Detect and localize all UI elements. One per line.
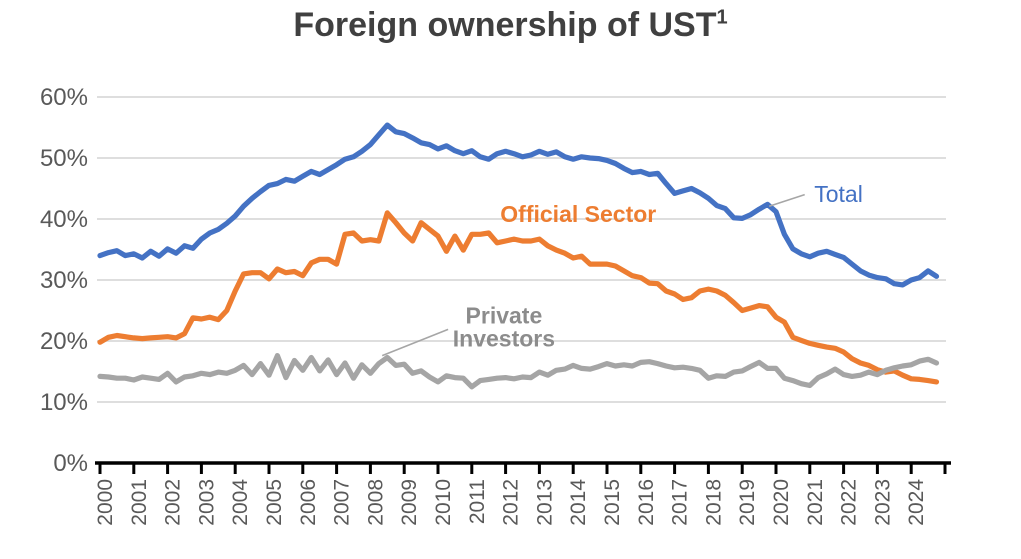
y-tick-label: 40% <box>40 206 88 233</box>
private-investors-label-leader-line <box>381 328 449 357</box>
series-line-total <box>97 122 940 288</box>
x-tick-label: 2017 <box>669 479 692 526</box>
chart-title-superscript: 1 <box>716 6 728 29</box>
y-tick-label: 10% <box>40 389 88 416</box>
x-tick-label: 2001 <box>128 479 151 526</box>
series-line-official-sector <box>97 210 940 385</box>
x-tick-label: 2006 <box>297 479 320 526</box>
y-tick-label: 0% <box>53 450 88 477</box>
private-investors-label: Private <box>466 302 543 328</box>
x-tick-label: 2004 <box>229 479 252 526</box>
total-label: Total <box>814 181 863 207</box>
x-tick-label: 2007 <box>331 479 354 526</box>
y-tick-label: 50% <box>40 145 88 172</box>
x-tick-label: 2016 <box>635 479 658 526</box>
x-tick-label: 2021 <box>804 479 827 526</box>
x-tick-label: 2013 <box>533 479 556 526</box>
series-line-private-investors <box>97 353 940 390</box>
x-tick-label: 2020 <box>770 479 793 526</box>
x-tick-label: 2010 <box>432 479 455 526</box>
x-tick-label: 2000 <box>94 479 117 526</box>
x-tick-label: 2022 <box>838 479 861 526</box>
y-tick-label: 30% <box>40 267 88 294</box>
x-tick-label: 2019 <box>736 479 759 526</box>
y-tick-label: 60% <box>40 84 88 111</box>
x-tick-label: 2011 <box>466 479 489 524</box>
chart-title-text: Foreign ownership of UST <box>293 6 717 44</box>
official-sector-label: Official Sector <box>500 201 656 227</box>
x-tick-label: 2009 <box>398 479 421 526</box>
x-tick-label: 2005 <box>263 479 286 526</box>
total-label-leader-line <box>768 193 805 207</box>
x-tick-label: 2008 <box>364 479 387 526</box>
x-tick-label: 2023 <box>871 479 894 526</box>
chart-title: Foreign ownership of UST1 <box>0 6 1021 45</box>
private-investors-label: Investors <box>453 325 555 351</box>
x-tick-label: 2024 <box>905 479 928 526</box>
x-tick-label: 2018 <box>702 479 725 526</box>
x-tick-label: 2012 <box>500 479 523 526</box>
x-tick-label: 2014 <box>567 479 590 526</box>
x-tick-label: 2015 <box>601 479 624 526</box>
y-tick-label: 20% <box>40 328 88 355</box>
x-tick-label: 2003 <box>195 479 218 526</box>
x-tick-label: 2002 <box>162 479 185 526</box>
